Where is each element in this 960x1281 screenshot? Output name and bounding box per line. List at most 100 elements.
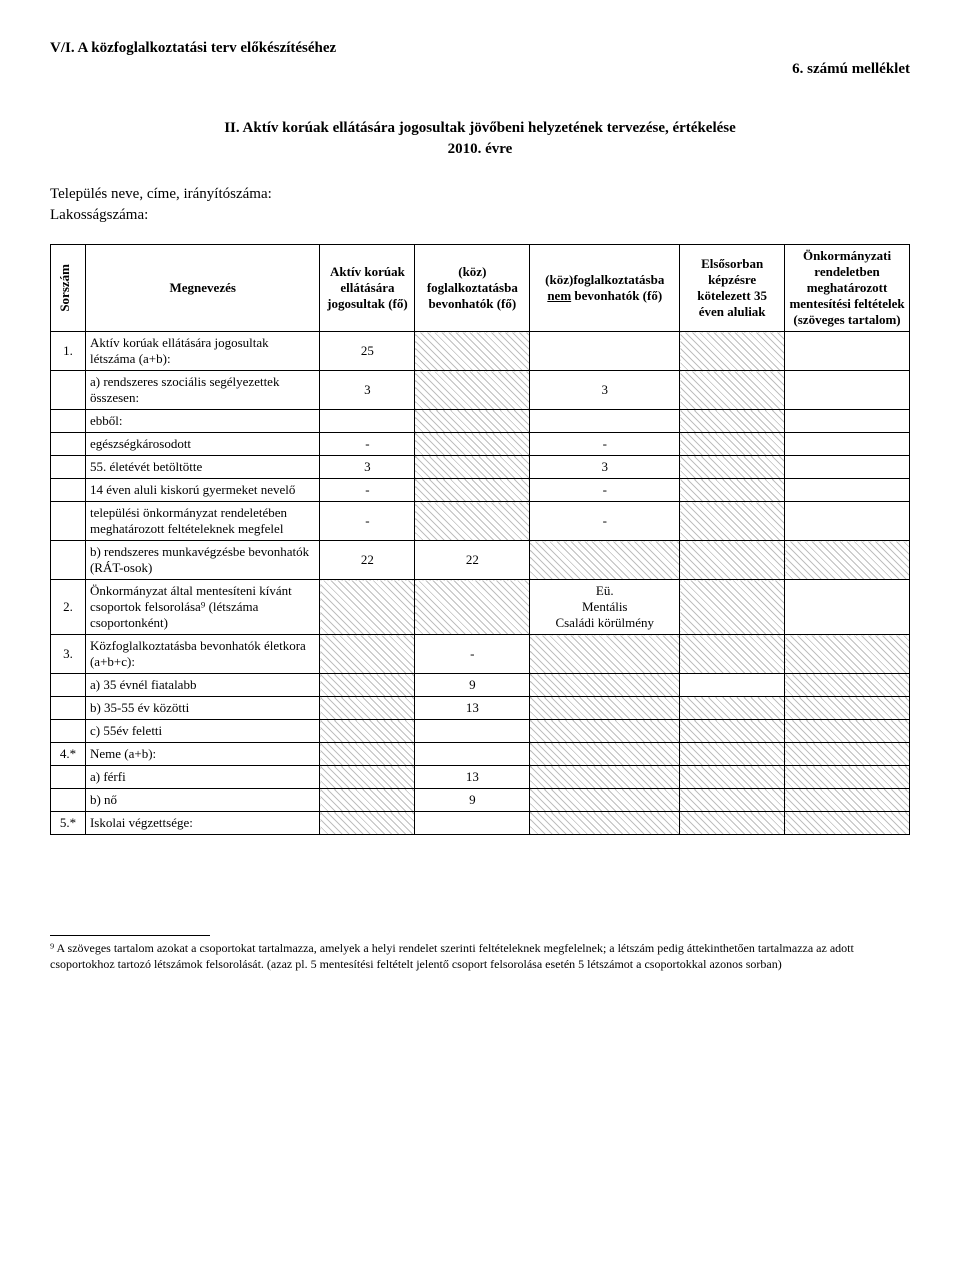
subtitle: II. Aktív korúak ellátására jogosultak j… — [50, 118, 910, 160]
cell: 3 — [530, 371, 680, 410]
cell — [785, 410, 910, 433]
row-number: 5.* — [51, 812, 86, 835]
row-label: a) rendszeres szociális segélyezettek ös… — [85, 371, 320, 410]
cell — [320, 720, 415, 743]
row-number — [51, 720, 86, 743]
cell — [785, 433, 910, 456]
footnote-rule — [50, 935, 210, 936]
cell — [785, 789, 910, 812]
cell — [415, 371, 530, 410]
cell — [530, 697, 680, 720]
cell — [530, 789, 680, 812]
row-number — [51, 479, 86, 502]
cell: Eü.MentálisCsaládi körülmény — [530, 580, 680, 635]
row-number — [51, 789, 86, 812]
table-row: 3.Közfoglalkoztatásba bevonhatók életkor… — [51, 635, 910, 674]
cell — [530, 332, 680, 371]
cell — [785, 332, 910, 371]
meta-telepules: Település neve, címe, irányítószáma: — [50, 184, 910, 205]
cell — [680, 635, 785, 674]
cell — [680, 371, 785, 410]
col-sorszam: Sorszám — [51, 245, 86, 332]
cell — [415, 456, 530, 479]
col-onkormanyzati: Önkormányzati rendeletben meghatározott … — [785, 245, 910, 332]
cell: - — [320, 433, 415, 456]
row-label: települési önkormányzat rendeletében meg… — [85, 502, 320, 541]
table-row: 14 éven aluli kiskorú gyermeket nevelő-- — [51, 479, 910, 502]
cell: 13 — [415, 766, 530, 789]
cell — [785, 812, 910, 835]
cell — [680, 433, 785, 456]
cell — [680, 410, 785, 433]
table-row: a) férfi 13 — [51, 766, 910, 789]
row-number: 2. — [51, 580, 86, 635]
cell — [530, 812, 680, 835]
cell: 3 — [320, 456, 415, 479]
table-row: b) nő9 — [51, 789, 910, 812]
table-row: b) 35-55 év közötti13 — [51, 697, 910, 720]
cell — [415, 479, 530, 502]
row-number — [51, 502, 86, 541]
row-label: b) nő — [85, 789, 320, 812]
cell — [785, 766, 910, 789]
cell — [680, 766, 785, 789]
cell — [320, 580, 415, 635]
row-number — [51, 697, 86, 720]
cell — [530, 743, 680, 766]
cell — [530, 720, 680, 743]
cell — [680, 332, 785, 371]
col-aktiv: Aktív korúak ellátására jogosultak (fő) — [320, 245, 415, 332]
row-label: b) 35-55 év közötti — [85, 697, 320, 720]
row-label: Aktív korúak ellátására jogosultak létsz… — [85, 332, 320, 371]
row-label: Közfoglalkoztatásba bevonhatók életkora … — [85, 635, 320, 674]
table-row: a) rendszeres szociális segélyezettek ös… — [51, 371, 910, 410]
table-row: ebből: — [51, 410, 910, 433]
row-label: Iskolai végzettsége: — [85, 812, 320, 835]
cell — [785, 456, 910, 479]
row-label: 14 éven aluli kiskorú gyermeket nevelő — [85, 479, 320, 502]
cell — [320, 766, 415, 789]
table-row: a) 35 évnél fiatalabb9 — [51, 674, 910, 697]
cell — [680, 674, 785, 697]
table-header-row: Sorszám Megnevezés Aktív korúak ellátásá… — [51, 245, 910, 332]
cell — [530, 674, 680, 697]
cell — [320, 697, 415, 720]
cell: - — [530, 433, 680, 456]
cell — [415, 720, 530, 743]
row-label: a) férfi — [85, 766, 320, 789]
cell — [785, 635, 910, 674]
cell: 3 — [320, 371, 415, 410]
cell — [680, 479, 785, 502]
cell: 3 — [530, 456, 680, 479]
row-label: ebből: — [85, 410, 320, 433]
cell — [680, 541, 785, 580]
row-number: 3. — [51, 635, 86, 674]
meta-block: Település neve, címe, irányítószáma: Lak… — [50, 184, 910, 226]
row-number: 1. — [51, 332, 86, 371]
cell — [320, 410, 415, 433]
cell: - — [320, 479, 415, 502]
cell: - — [530, 479, 680, 502]
footnote: ⁹ A szöveges tartalom azokat a csoportok… — [50, 940, 910, 972]
cell: 25 — [320, 332, 415, 371]
row-label: b) rendszeres munkavégzésbe bevonhatók (… — [85, 541, 320, 580]
main-table: Sorszám Megnevezés Aktív korúak ellátásá… — [50, 244, 910, 835]
cell — [415, 502, 530, 541]
table-row: 1.Aktív korúak ellátására jogosultak lét… — [51, 332, 910, 371]
cell — [785, 541, 910, 580]
row-number — [51, 766, 86, 789]
cell — [680, 743, 785, 766]
cell — [415, 812, 530, 835]
table-row: b) rendszeres munkavégzésbe bevonhatók (… — [51, 541, 910, 580]
annex-number: 6. számú melléklet — [50, 61, 910, 78]
row-number: 4.* — [51, 743, 86, 766]
cell — [680, 789, 785, 812]
cell — [530, 410, 680, 433]
row-label: Önkormányzat által mentesíteni kívánt cs… — [85, 580, 320, 635]
row-number — [51, 371, 86, 410]
cell — [415, 433, 530, 456]
cell: 22 — [415, 541, 530, 580]
col-nem-bevonhatok: (köz)foglalkoztatásba nem bevonhatók (fő… — [530, 245, 680, 332]
row-label: 55. életévét betöltötte — [85, 456, 320, 479]
cell — [530, 635, 680, 674]
